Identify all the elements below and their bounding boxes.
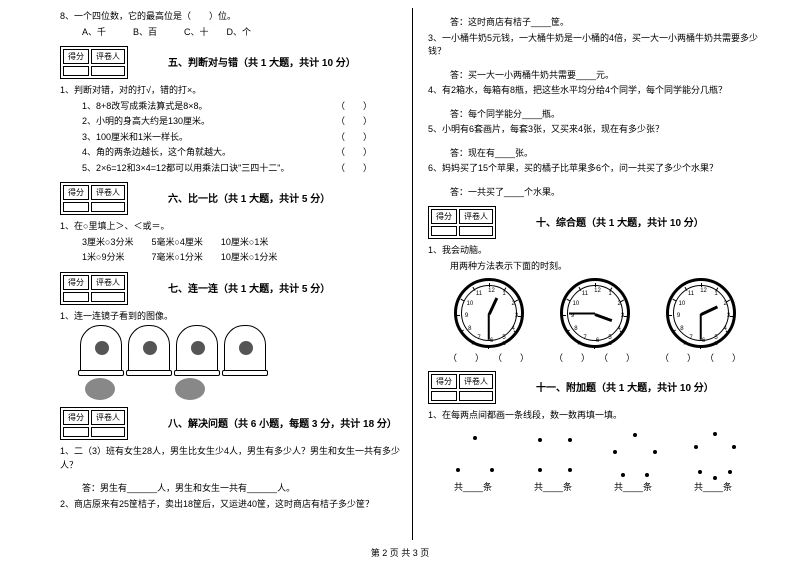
dots-group: 共____条: [608, 428, 658, 493]
section-7-title: 七、连一连（共 1 大题，共计 5 分）: [168, 280, 330, 295]
s5-item-4: 4、角的两条边越长，这个角就越大。 （ ）: [60, 146, 402, 160]
section-5-header: 得分评卷人 五、判断对与错（共 1 大题，共计 10 分）: [60, 42, 402, 81]
grader-label: 评卷人: [91, 49, 125, 64]
s8-a6: 答：一共买了____个水果。: [428, 186, 770, 200]
score-label: 得分: [63, 185, 89, 200]
page-footer: 第 2 页 共 3 页: [0, 546, 800, 559]
dots-group: 共____条: [688, 428, 738, 493]
clock-face: 121234567891011: [666, 278, 736, 348]
score-label: 得分: [63, 410, 89, 425]
s5-item-text: 1、8+8改写成乘法算式是8×8。: [82, 101, 208, 111]
clock-item: 121234567891011 （ ） （ ）: [448, 278, 529, 364]
s11-intro: 1、在每两点间都画一条线段，数一数再填一填。: [428, 409, 770, 423]
dots-answer-blank: 共____条: [534, 480, 572, 493]
paren-blank: （ ）: [336, 146, 372, 160]
s10-sub: 用两种方法表示下面的时刻。: [428, 260, 770, 274]
s8-q2: 2、商店原来有25筐桔子，卖出18筐后，又运进40筐，这时商店有桔子多少筐？: [60, 498, 402, 512]
paren-blank: （ ）: [336, 162, 372, 176]
score-box: 得分评卷人: [428, 206, 496, 239]
score-box: 得分评卷人: [60, 407, 128, 440]
page-content: 8、一个四位数，它的最高位是（ ）位。 A、千 B、百 C、十 D、个 得分评卷…: [0, 0, 800, 540]
right-column: 答：这时商店有桔子____筐。 3、一小桶牛奶5元钱，一大桶牛奶是一小桶的4倍，…: [412, 8, 770, 540]
s7-intro: 1、连一连镜子看到的图像。: [60, 310, 402, 324]
s6-row2: 1米○9分米 7毫米○1分米 10厘米○1分米: [60, 251, 402, 265]
score-box: 得分评卷人: [428, 371, 496, 404]
s5-item-text: 2、小明的身高大约是130厘米。: [82, 116, 210, 126]
section-5-title: 五、判断对与错（共 1 大题，共计 10 分）: [168, 54, 356, 69]
s8-a4: 答：每个同学能分____瓶。: [428, 108, 770, 122]
left-column: 8、一个四位数，它的最高位是（ ）位。 A、千 B、百 C、十 D、个 得分评卷…: [60, 8, 412, 540]
grader-label: 评卷人: [91, 410, 125, 425]
score-box: 得分评卷人: [60, 272, 128, 305]
paren-blank: （ ）: [336, 115, 372, 129]
clocks-container: 121234567891011 （ ） （ ） 121234567891011 （ ）…: [448, 278, 770, 364]
grader-label: 评卷人: [91, 185, 125, 200]
section-7-header: 得分评卷人 七、连一连（共 1 大题，共计 5 分）: [60, 268, 402, 307]
clock-answer-blank: （ ） （ ）: [448, 351, 529, 364]
clock-item: 121234567891011 （ ） （ ）: [554, 278, 635, 364]
dots-answer-blank: 共____条: [614, 480, 652, 493]
score-label: 得分: [431, 374, 457, 389]
clock-face: 121234567891011: [454, 278, 524, 348]
s8-a3: 答：买一大一小两桶牛奶共需要____元。: [428, 69, 770, 83]
paren-blank: （ ）: [336, 100, 372, 114]
grader-label: 评卷人: [91, 275, 125, 290]
s8-a5: 答：现在有____张。: [428, 147, 770, 161]
s5-item-text: 3、100厘米和1米一样长。: [82, 132, 188, 142]
score-label: 得分: [431, 209, 457, 224]
section-8-header: 得分评卷人 八、解决问题（共 6 小题，每题 3 分，共计 18 分）: [60, 403, 402, 442]
s5-item-5: 5、2×6=12和3×4=12都可以用乘法口诀"三四十二"。 （ ）: [60, 162, 402, 176]
s6-intro: 1、在○里填上＞、＜或＝。: [60, 220, 402, 234]
clock-face: 121234567891011: [560, 278, 630, 348]
dots-answer-blank: 共____条: [454, 480, 492, 493]
section-11-title: 十一、附加题（共 1 大题，共计 10 分）: [536, 379, 714, 394]
dots-container: 共____条 共____条 共____条 共____条: [448, 428, 770, 493]
section-11-header: 得分评卷人 十一、附加题（共 1 大题，共计 10 分）: [428, 367, 770, 406]
s5-item-text: 4、角的两条边越长，这个角就越大。: [82, 147, 231, 157]
grader-label: 评卷人: [459, 209, 493, 224]
section-8-title: 八、解决问题（共 6 小题，每题 3 分，共计 18 分）: [168, 415, 397, 430]
q8-text: 8、一个四位数，它的最高位是（ ）位。: [60, 10, 402, 24]
s8-a2: 答：这时商店有桔子____筐。: [428, 16, 770, 30]
s8-q1: 1、二（3）班有女生28人，男生比女生少4人，男生有多少人？男生和女生一共有多少…: [60, 445, 402, 472]
s5-item-1: 1、8+8改写成乘法算式是8×8。 （ ）: [60, 100, 402, 114]
score-box: 得分评卷人: [60, 182, 128, 215]
dots-figure: [688, 428, 738, 478]
s5-intro: 1、判断对错，对的打√，错的打×。: [60, 84, 402, 98]
clock-answer-blank: （ ） （ ）: [554, 351, 635, 364]
grader-label: 评卷人: [459, 374, 493, 389]
score-box: 得分评卷人: [60, 46, 128, 79]
dots-figure: [528, 428, 578, 478]
dots-group: 共____条: [528, 428, 578, 493]
s5-item-2: 2、小明的身高大约是130厘米。 （ ）: [60, 115, 402, 129]
clock-item: 121234567891011 （ ） （ ）: [660, 278, 741, 364]
section-6-header: 得分评卷人 六、比一比（共 1 大题，共计 5 分）: [60, 178, 402, 217]
s8-q4: 4、有2箱水，每箱有8瓶，把这些水平均分给4个同学，每个同学能分几瓶？: [428, 84, 770, 98]
dots-figure: [608, 428, 658, 478]
clock-answer-blank: （ ） （ ）: [660, 351, 741, 364]
dots-answer-blank: 共____条: [694, 480, 732, 493]
score-label: 得分: [63, 275, 89, 290]
s6-row1: 3厘米○3分米 5毫米○4厘米 10厘米○1米: [60, 236, 402, 250]
section-10-title: 十、综合题（共 1 大题，共计 10 分）: [536, 214, 704, 229]
s5-item-text: 5、2×6=12和3×4=12都可以用乘法口诀"三四十二"。: [82, 163, 289, 173]
s8-q3: 3、一小桶牛奶5元钱，一大桶牛奶是一小桶的4倍，买一大一小两桶牛奶共需要多少钱？: [428, 32, 770, 59]
mirror-image-illustration: [80, 325, 280, 400]
s10-intro: 1、我会动脑。: [428, 244, 770, 258]
s8-q6: 6、妈妈买了15个苹果，买的橘子比苹果多6个，问一共买了多少个水果？: [428, 162, 770, 176]
s8-a1: 答：男生有______人，男生和女生一共有______人。: [60, 482, 402, 496]
dots-figure: [448, 428, 498, 478]
s8-q5: 5、小明有6套画片，每套3张，又买来4张，现在有多少张？: [428, 123, 770, 137]
s5-item-3: 3、100厘米和1米一样长。 （ ）: [60, 131, 402, 145]
dots-group: 共____条: [448, 428, 498, 493]
section-10-header: 得分评卷人 十、综合题（共 1 大题，共计 10 分）: [428, 202, 770, 241]
q8-options: A、千 B、百 C、十 D、个: [60, 26, 402, 40]
section-6-title: 六、比一比（共 1 大题，共计 5 分）: [168, 190, 330, 205]
score-label: 得分: [63, 49, 89, 64]
paren-blank: （ ）: [336, 131, 372, 145]
